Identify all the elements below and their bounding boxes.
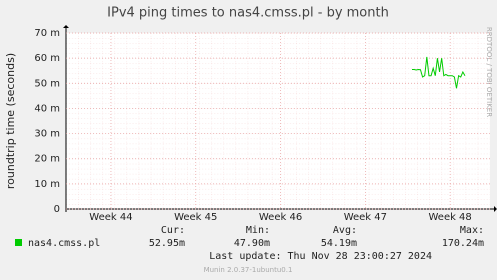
y-axis-arrow [63,25,69,28]
y-tick-label: 10 m [34,179,60,190]
y-tick-label: 70 m [34,28,60,39]
x-tick-label: Week 45 [174,212,217,223]
stat-value: 170.24m [442,238,484,249]
stat-value: 54.19m [321,238,357,249]
last-update: Last update: Thu Nov 28 23:00:27 2024 [209,251,432,262]
y-tick-label: 50 m [34,78,60,89]
stat-label: Min: [246,225,270,236]
y-tick-label: 40 m [34,103,60,114]
y-tick-label: 20 m [34,154,60,165]
stat-value: 47.90m [234,238,270,249]
stat-value: 52.95m [149,238,185,249]
y-axis-label: roundtrip time (seconds) [4,53,17,189]
stat-label: Avg: [333,225,357,236]
x-axis-arrow [494,206,497,212]
x-tick-label: Week 47 [344,212,387,223]
footer: Munin 2.0.37-1ubuntu0.1 [204,266,293,274]
chart-title: IPv4 ping times to nas4.cmss.pl - by mon… [107,6,389,21]
x-tick-label: Week 44 [89,212,132,223]
x-tick-label: Week 46 [259,212,302,223]
minor-grid [66,33,490,209]
series-line [411,56,466,89]
y-tick-label: 30 m [34,129,60,140]
stat-label: Max: [460,225,484,236]
legend-label: nas4.cmss.pl [28,238,100,249]
y-tick-label: 60 m [34,53,60,64]
legend-swatch [15,239,22,246]
watermark: RRDTOOL / TOBI OETIKER [485,27,493,117]
x-tick-label: Week 48 [428,212,471,223]
stat-label: Cur: [161,225,185,236]
y-tick-label: 0 [54,204,60,215]
